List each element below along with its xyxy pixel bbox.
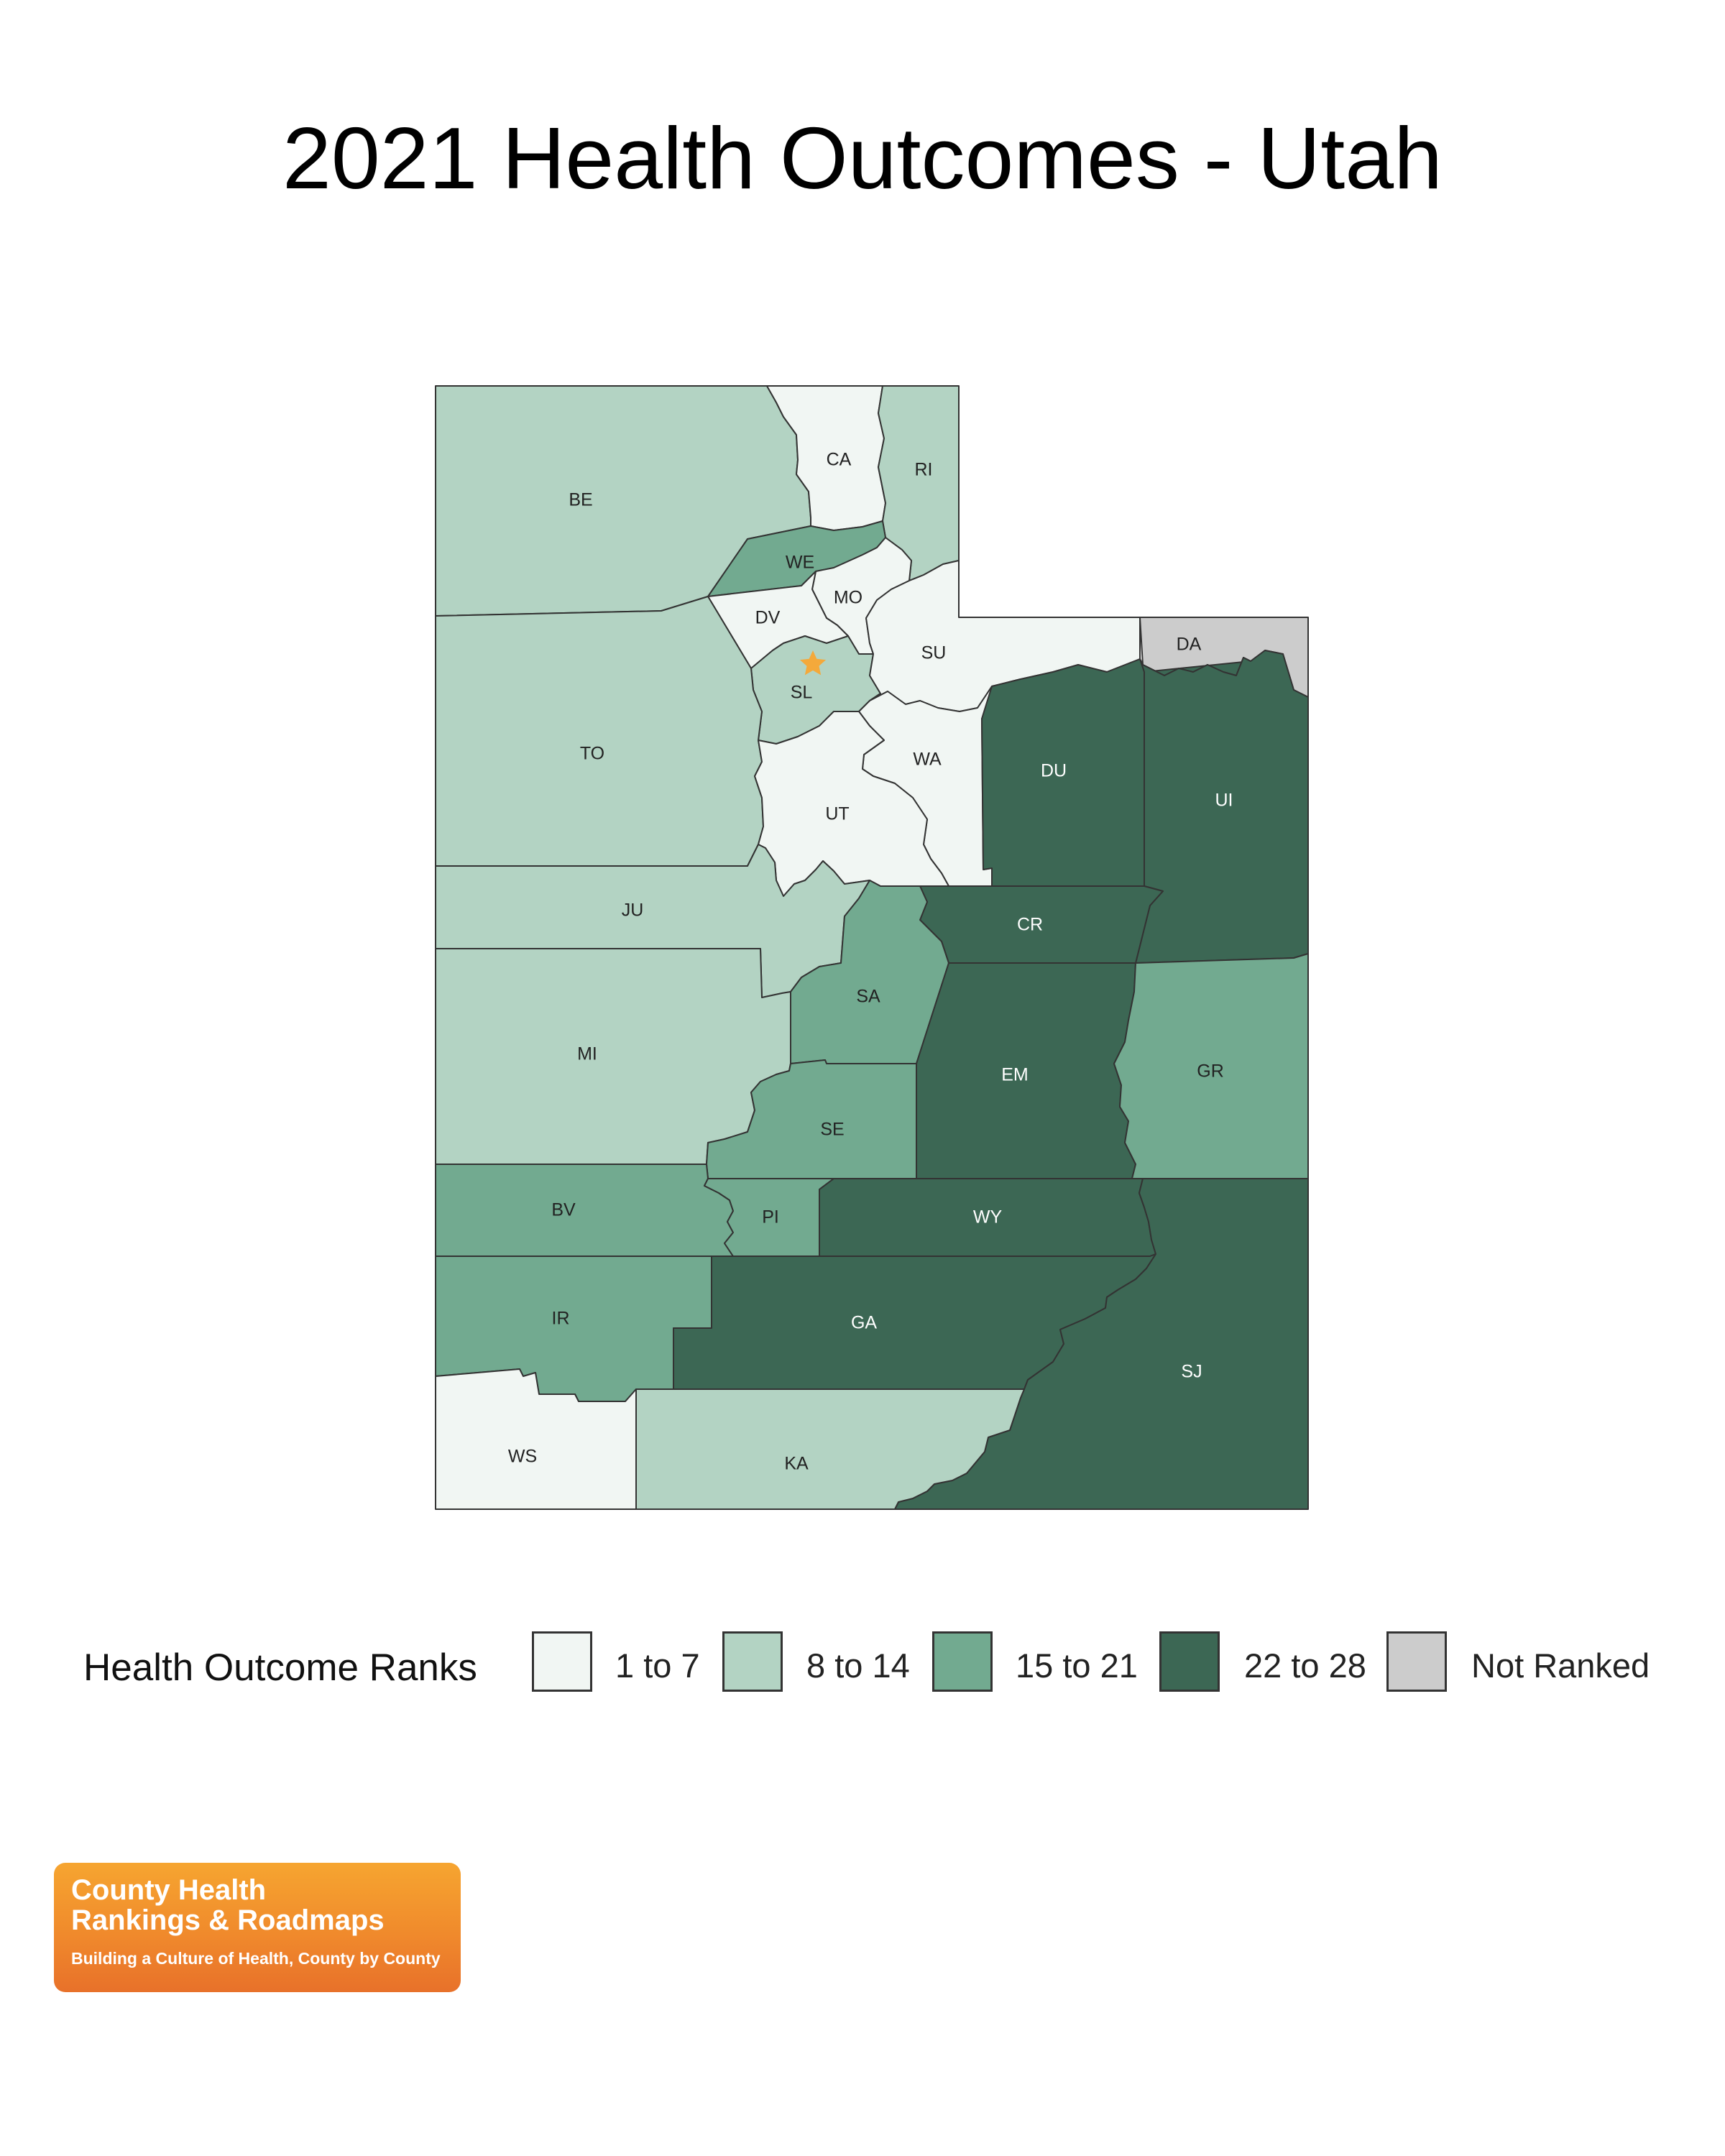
- logo-tagline: Building a Culture of Health, County by …: [71, 1949, 441, 1968]
- county-label-DU: DU: [1041, 761, 1067, 781]
- legend-swatch-1-to-7: [532, 1631, 592, 1692]
- county-TO[interactable]: [435, 596, 764, 867]
- legend-label-22-to-28: 22 to 28: [1244, 1646, 1366, 1685]
- county-label-layer: BE CA RI WE MO DV SL SU DA TO WA UT DU U…: [508, 450, 1233, 1474]
- county-label-MI: MI: [577, 1044, 597, 1064]
- map-title: 2021 Health Outcomes - Utah: [282, 109, 1443, 207]
- county-label-MO: MO: [834, 588, 862, 608]
- county-label-WA: WA: [913, 750, 942, 770]
- county-label-EM: EM: [1001, 1065, 1029, 1085]
- legend-swatch-8-to-14: [722, 1631, 783, 1692]
- county-label-CR: CR: [1017, 915, 1043, 935]
- county-label-GA: GA: [851, 1313, 877, 1333]
- county-BV[interactable]: [435, 1164, 734, 1257]
- county-label-BE: BE: [569, 490, 592, 510]
- county-label-SL: SL: [791, 683, 813, 703]
- legend-label-1-to-7: 1 to 7: [615, 1646, 700, 1685]
- county-label-TO: TO: [580, 744, 604, 764]
- county-label-GR: GR: [1197, 1061, 1224, 1082]
- county-KA[interactable]: [635, 1388, 1025, 1510]
- county-label-KA: KA: [784, 1454, 809, 1474]
- county-label-WY: WY: [973, 1207, 1003, 1227]
- legend-swatch-22-to-28: [1159, 1631, 1220, 1692]
- legend-label-15-to-21: 15 to 21: [1016, 1646, 1138, 1685]
- county-label-SA: SA: [856, 987, 880, 1007]
- logo-line-1: County Health: [71, 1874, 267, 1906]
- state-capital-star-icon: [799, 650, 827, 676]
- legend-title: Health Outcome Ranks: [83, 1646, 477, 1689]
- logo-line-2: Rankings & Roadmaps: [71, 1904, 385, 1936]
- legend-swatch-15-to-21: [932, 1631, 993, 1692]
- county-label-DV: DV: [755, 608, 781, 628]
- legend: Health Outcome Ranks 1 to 7 8 to 14 15 t…: [0, 1624, 1725, 1703]
- county-label-SJ: SJ: [1181, 1362, 1202, 1382]
- county-label-DA: DA: [1177, 635, 1202, 655]
- county-label-WS: WS: [508, 1447, 537, 1467]
- county-label-UI: UI: [1215, 791, 1233, 811]
- county-label-WE: WE: [786, 553, 814, 573]
- county-GR[interactable]: [1113, 953, 1309, 1179]
- county-health-rankings-logo: County Health Rankings & Roadmaps Buildi…: [54, 1863, 461, 1992]
- county-label-IR: IR: [552, 1309, 570, 1329]
- legend-label-8-to-14: 8 to 14: [806, 1646, 910, 1685]
- county-label-BV: BV: [551, 1200, 576, 1220]
- legend-label-not-ranked: Not Ranked: [1471, 1646, 1650, 1685]
- county-label-SU: SU: [921, 643, 947, 663]
- county-WS[interactable]: [435, 1368, 637, 1510]
- county-PI[interactable]: [704, 1178, 834, 1257]
- legend-swatch-not-ranked: [1386, 1631, 1447, 1692]
- county-label-JU: JU: [622, 900, 644, 921]
- county-label-UT: UT: [825, 804, 849, 824]
- county-EM[interactable]: [916, 962, 1144, 1179]
- county-label-PI: PI: [762, 1207, 779, 1227]
- county-layer: [435, 385, 1309, 1510]
- county-label-SE: SE: [820, 1120, 844, 1140]
- county-label-CA: CA: [827, 450, 852, 470]
- county-label-RI: RI: [915, 460, 933, 480]
- county-MI[interactable]: [435, 948, 791, 1165]
